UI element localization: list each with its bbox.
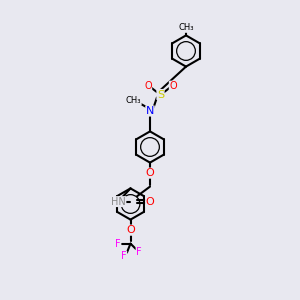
Text: O: O (146, 196, 154, 207)
Text: O: O (144, 81, 152, 91)
Text: S: S (157, 89, 164, 100)
Text: F: F (121, 251, 127, 261)
Text: CH₃: CH₃ (178, 23, 194, 32)
Text: O: O (146, 168, 154, 178)
Text: N: N (146, 106, 154, 116)
Text: F: F (136, 247, 142, 257)
Text: O: O (126, 225, 135, 235)
Text: HN: HN (111, 196, 126, 207)
Text: F: F (115, 238, 121, 249)
Text: O: O (169, 81, 177, 91)
Text: CH₃: CH₃ (126, 96, 141, 105)
